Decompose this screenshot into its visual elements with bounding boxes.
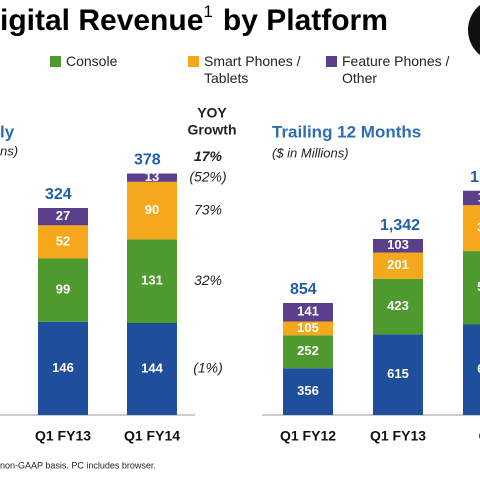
yoy-label: 32% [194, 272, 222, 288]
data-label: 27 [56, 208, 70, 223]
x-tick-label: Q1 [479, 428, 480, 444]
subtitle: ly [0, 122, 15, 141]
bar-segment [127, 323, 177, 415]
legend-swatch [326, 56, 337, 67]
bar-segment [463, 205, 480, 252]
total-label: 1,342 [380, 217, 420, 234]
yoy-title: Growth [188, 122, 237, 138]
x-tick-label: Q1 FY12 [280, 428, 336, 444]
title-note: 1 [203, 2, 212, 21]
bar-segment [283, 368, 333, 415]
yoy-label: (52%) [189, 168, 226, 184]
legend-swatch [50, 56, 61, 67]
data-label: 141 [297, 304, 319, 319]
title: igital Revenue1 by Platform [0, 2, 388, 36]
yoy-label: 73% [194, 201, 222, 217]
total-label: 1, [470, 169, 480, 186]
subtitle-note: ($ in Millions) [272, 145, 349, 160]
data-label: 146 [52, 360, 74, 375]
data-label: 690 [477, 361, 480, 376]
data-label: 110 [478, 189, 480, 204]
data-label: 252 [297, 343, 319, 358]
bar-segment [283, 303, 333, 322]
data-label: 615 [387, 366, 409, 381]
data-label: 201 [387, 257, 409, 272]
bar-segment [463, 190, 480, 206]
data-label: 52 [56, 233, 70, 248]
bar-segment [38, 225, 88, 259]
title-end: by Platform [223, 4, 388, 37]
bar-segment [38, 208, 88, 226]
title-text: igital Revenue [0, 4, 203, 37]
bar-segment [373, 278, 423, 335]
x-tick-label: Q1 FY13 [35, 428, 91, 444]
legend-swatch [188, 56, 199, 67]
data-label: 356 [297, 383, 319, 398]
data-label: 99 [56, 282, 70, 297]
total-label: 378 [134, 152, 161, 169]
logo [468, 5, 480, 55]
legend-label: Feature Phones / Other [342, 53, 450, 86]
x-tick-label: Q1 FY14 [124, 428, 180, 444]
data-label: 560 [477, 279, 480, 294]
bar-segment [283, 335, 333, 369]
total-label: 854 [290, 281, 317, 298]
data-label: 90 [145, 202, 159, 217]
x-tick-label: Q1 FY13 [370, 428, 426, 444]
data-label: 13 [145, 169, 159, 184]
yoy-title: YOY [197, 105, 227, 121]
data-label: 131 [141, 273, 163, 288]
bar-segment [127, 181, 177, 240]
footnote: non-GAAP basis. PC includes browser. [0, 460, 156, 470]
bar-segment [463, 251, 480, 325]
bar-segment [463, 324, 480, 415]
data-label: 423 [387, 298, 409, 313]
yoy-total: 17% [194, 148, 223, 164]
data-label: 350 [477, 220, 480, 235]
total-label: 324 [45, 186, 72, 203]
bar-segment [38, 258, 88, 322]
subtitle: Trailing 12 Months [272, 122, 421, 141]
legend-label: Smart Phones / Tablets [204, 53, 301, 86]
legend-label: Console [66, 53, 118, 69]
subtitle-note: ns) [0, 143, 18, 158]
bar-segment [373, 252, 423, 279]
data-label: 105 [297, 320, 319, 335]
data-label: 103 [387, 237, 409, 252]
bar-segment [127, 239, 177, 323]
bar-segment [373, 239, 423, 253]
bar-segment [373, 334, 423, 415]
bar-segment [283, 321, 333, 336]
bar-segment [127, 173, 177, 182]
data-label: 144 [141, 360, 163, 375]
bar-segment [38, 321, 88, 415]
yoy-label: (1%) [193, 360, 223, 376]
